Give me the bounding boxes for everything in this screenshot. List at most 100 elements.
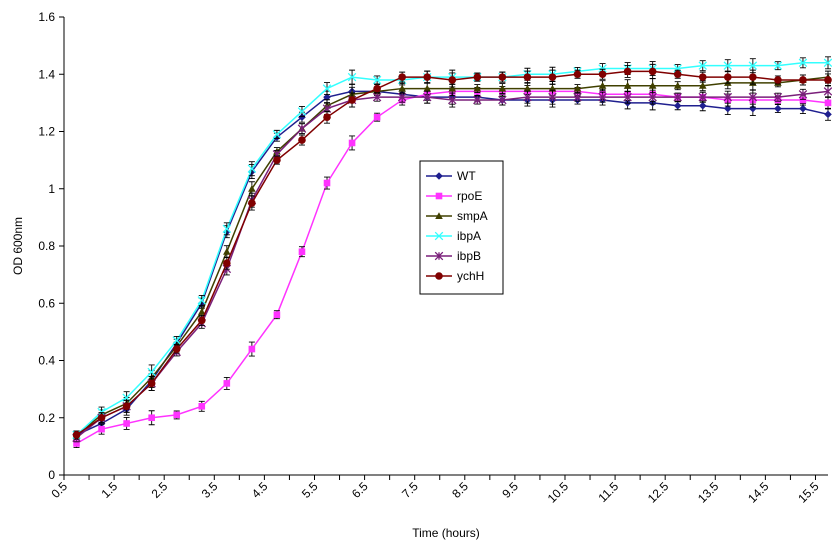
data-point [548, 73, 557, 81]
x-tick-label: 1.5 [99, 479, 121, 501]
legend-label: ibpA [457, 229, 481, 243]
x-tick-label: 0.5 [48, 479, 70, 501]
data-point [698, 101, 707, 110]
x-tick-label: 14.5 [745, 479, 772, 506]
data-point [248, 199, 256, 207]
data-point [773, 92, 783, 102]
data-point [323, 93, 331, 101]
data-point [573, 92, 582, 102]
legend-item-smpA: smpA [426, 209, 488, 223]
data-point [498, 73, 507, 81]
x-tick-label: 11.5 [595, 479, 621, 505]
data-point [598, 92, 607, 102]
data-point [448, 76, 457, 84]
y-tick-label: 1.6 [38, 10, 55, 24]
legend-item-rpoE: rpoE [426, 189, 482, 203]
data-point [823, 87, 832, 96]
data-point [97, 419, 106, 428]
data-point [698, 61, 708, 70]
data-point [448, 84, 457, 92]
series-layer [72, 56, 832, 448]
legend-label: WT [457, 169, 476, 183]
data-point [698, 81, 707, 89]
data-point [673, 92, 682, 102]
data-point [698, 73, 707, 81]
data-point [673, 70, 682, 79]
data-point [723, 92, 733, 102]
data-point [448, 95, 457, 105]
data-point [724, 73, 732, 81]
data-point [197, 308, 206, 315]
data-point [323, 179, 331, 187]
data-point [172, 336, 181, 345]
data-point [373, 113, 381, 121]
data-point [298, 136, 306, 144]
data-point [247, 164, 257, 173]
data-point [799, 96, 807, 104]
legend-label: ychH [457, 269, 484, 283]
data-point [824, 76, 832, 84]
data-point [498, 95, 507, 105]
y-tick-labels: 0 0.2 0.4 0.6 0.8 1 1.2 1.4 1.6 [38, 10, 64, 482]
data-point [473, 84, 482, 92]
data-point [648, 92, 657, 102]
data-point [423, 73, 432, 81]
data-point [322, 84, 332, 93]
data-point [824, 99, 832, 107]
data-point [148, 414, 155, 422]
legend-box [419, 160, 504, 295]
y-tick-label: 0 [48, 468, 55, 482]
data-point [774, 104, 782, 113]
x-tick-label: 2.5 [149, 479, 171, 501]
data-point [598, 70, 607, 79]
series-ychH [72, 63, 832, 440]
data-point [147, 367, 156, 377]
data-point [398, 73, 406, 81]
data-point [748, 92, 758, 102]
legend-label: smpA [457, 209, 488, 223]
data-point [823, 58, 832, 68]
data-point [523, 84, 532, 92]
data-point [248, 345, 256, 353]
data-point [623, 92, 632, 102]
data-point [798, 90, 808, 99]
data-point [297, 124, 307, 133]
data-point [435, 212, 443, 220]
data-point [824, 110, 832, 119]
legend-item-ibpB: ibpB [426, 249, 481, 263]
x-tick-label: 15.5 [795, 479, 822, 506]
data-point [523, 92, 532, 102]
data-point [673, 81, 682, 89]
data-point [348, 96, 356, 104]
data-point [598, 64, 607, 73]
data-point [423, 84, 432, 92]
data-point [123, 420, 130, 427]
data-point [498, 84, 507, 92]
data-point [122, 402, 131, 411]
data-point [197, 296, 207, 305]
y-tick-label: 1 [48, 182, 55, 196]
data-point [724, 104, 732, 113]
data-point [434, 231, 444, 241]
x-axis-label: Time (hours) [412, 526, 480, 540]
data-point [98, 425, 105, 433]
x-tick-label: 8.5 [449, 479, 471, 501]
data-point [398, 84, 406, 92]
data-point [573, 84, 582, 92]
data-point [372, 92, 382, 102]
data-point [673, 101, 682, 110]
data-point [347, 72, 357, 82]
data-point [223, 380, 231, 387]
data-point [273, 311, 281, 318]
data-point [197, 316, 206, 325]
y-tick-label: 1.4 [38, 67, 55, 81]
data-point [748, 61, 758, 70]
x-tick-label: 13.5 [695, 479, 722, 506]
y-axis-label: OD 600nm [11, 217, 25, 275]
data-point [598, 81, 607, 89]
data-point [799, 76, 807, 84]
x-tick-labels: 0.5 1.5 2.5 3.5 4.5 5.5 6.5 7.5 8.5 9.5 10.5 11.5 12… [48, 475, 822, 506]
legend-item-ibpA: ibpA [426, 229, 481, 243]
data-point [573, 70, 582, 79]
x-tick-label: 9.5 [499, 479, 521, 501]
